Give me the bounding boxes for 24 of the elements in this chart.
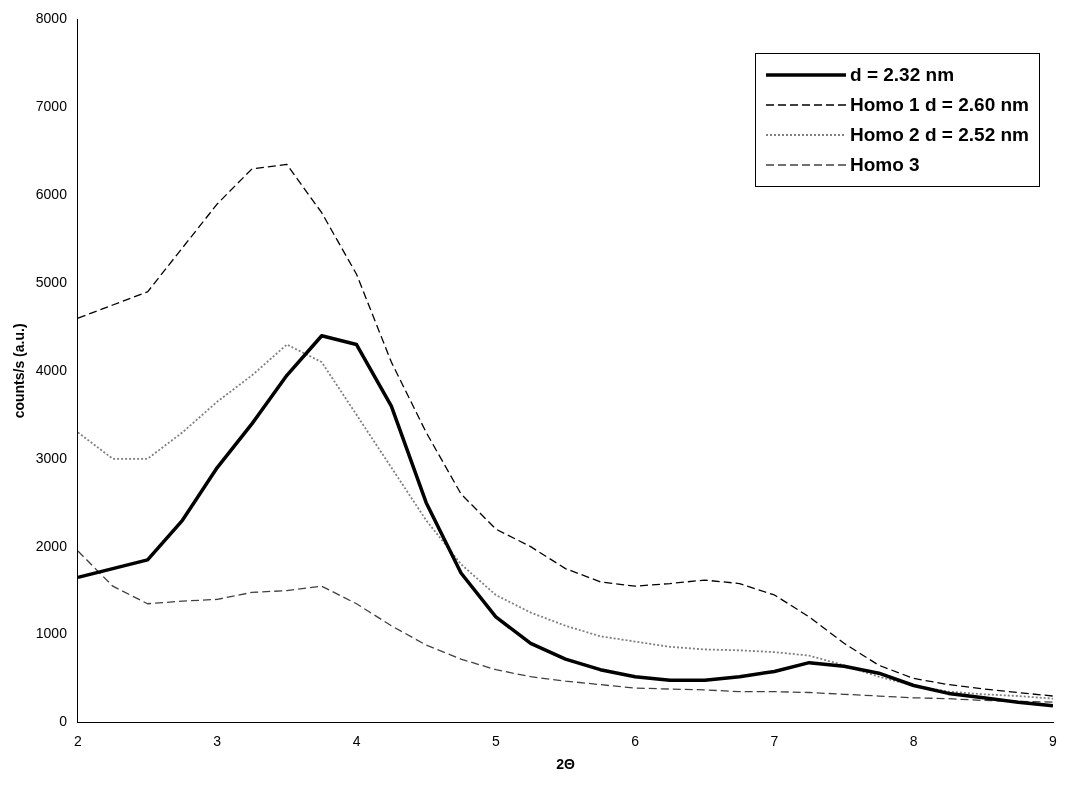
x-axis-title: 2Θ (556, 756, 575, 773)
y-tick-label: 6000 (35, 186, 68, 203)
x-tick-label: 2 (74, 732, 83, 749)
y-tick-label: 1000 (35, 625, 68, 642)
x-tick-label: 6 (631, 732, 640, 749)
x-tick-label: 8 (909, 732, 918, 749)
line-series (77, 550, 1053, 703)
y-tick-label: 7000 (35, 98, 68, 115)
x-tick-label: 4 (352, 732, 361, 749)
x-tick-label: 7 (770, 732, 779, 749)
y-tick-label: 4000 (35, 361, 68, 378)
legend-label: Homo 2 d = 2.52 nm (850, 124, 1029, 146)
y-tick-label: 0 (59, 713, 68, 730)
legend-label: d = 2.32 nm (850, 64, 955, 86)
x-tick-label: 9 (1049, 732, 1058, 749)
x-tick-label: 5 (491, 732, 500, 749)
y-tick-label: 2000 (35, 537, 68, 554)
x-tick-label: 3 (213, 732, 222, 749)
y-tick-label: 5000 (35, 273, 68, 290)
y-tick-label: 8000 (35, 10, 68, 27)
y-tick-label: 3000 (35, 449, 68, 466)
legend-label: Homo 3 (850, 154, 920, 176)
legend-label: Homo 1 d = 2.60 nm (850, 94, 1029, 116)
y-axis-title: counts/s (a.u.) (11, 323, 28, 419)
